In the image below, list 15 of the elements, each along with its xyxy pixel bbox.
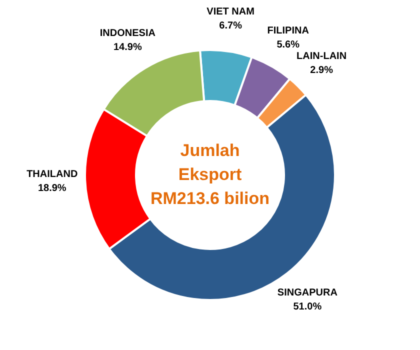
text: Jumlah <box>180 141 240 160</box>
data-label: 18.9% <box>38 183 66 194</box>
data-label: 5.6% <box>276 40 300 51</box>
data-label: 6.7% <box>219 20 242 32</box>
slice-label: FILIPINA <box>267 26 309 37</box>
slice-label: SINGAPURA <box>277 287 338 298</box>
text: RM213.6 bilion <box>150 189 270 208</box>
data-label: 2.9% <box>310 65 334 76</box>
text: Eksport <box>178 165 242 184</box>
slice-label: LAIN-LAIN <box>296 51 347 62</box>
slice-label: VIET NAM <box>206 6 254 18</box>
slice-label: THAILAND <box>26 169 78 180</box>
data-label: 14.9% <box>113 42 142 54</box>
slice-label: INDONESIA <box>100 28 156 40</box>
data-label: 51.0% <box>293 301 322 312</box>
